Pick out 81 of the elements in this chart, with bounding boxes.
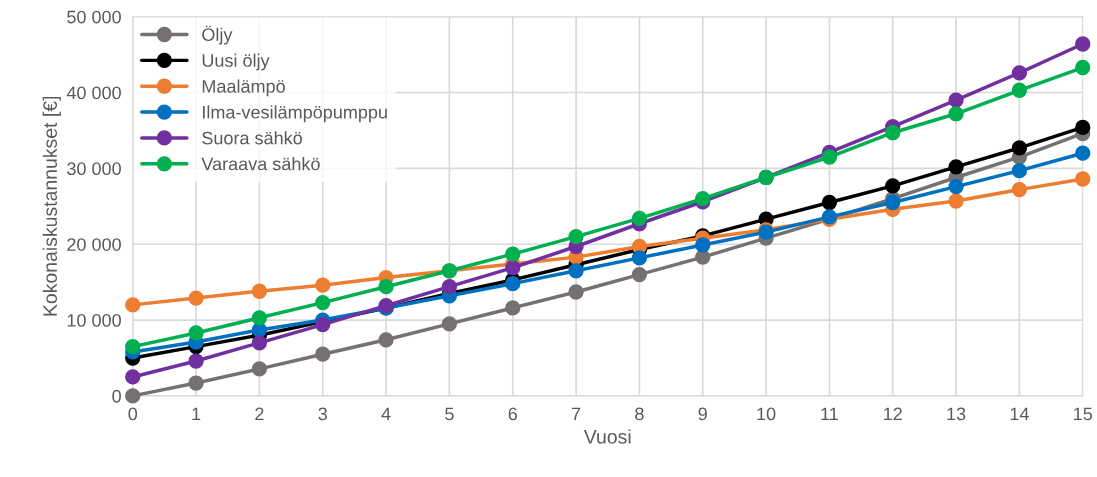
point: [315, 277, 331, 293]
point: [441, 316, 458, 332]
y-tick-label: 40 000: [66, 86, 121, 100]
point: [1011, 181, 1028, 198]
x-tick-label: 0: [128, 407, 138, 421]
point: [1075, 119, 1091, 136]
y-tick-label: 20 000: [67, 238, 121, 251]
point: [1011, 163, 1028, 179]
point: [125, 369, 141, 385]
point: [1075, 145, 1091, 161]
point: [631, 266, 648, 283]
point: [125, 388, 141, 404]
point: [1075, 59, 1091, 76]
point: [125, 338, 141, 355]
x-tick-label: 13: [947, 407, 966, 421]
point: [188, 353, 204, 369]
y-tick-label: 50 000: [67, 10, 121, 24]
x-tick-label: 14: [1010, 407, 1029, 421]
point: [885, 178, 901, 194]
point: [695, 249, 711, 265]
x-tick-label: 15: [1074, 407, 1093, 421]
x-tick-label: 6: [508, 407, 517, 421]
point: [695, 237, 711, 253]
point: [948, 178, 964, 195]
point: [505, 260, 521, 276]
point: [251, 361, 268, 377]
point: [1011, 140, 1028, 156]
point: [251, 310, 268, 326]
x-tick-label: 10: [757, 407, 776, 421]
y-tick-label: 10 000: [67, 314, 121, 327]
x-tick-label: 5: [445, 407, 454, 421]
point: [885, 194, 901, 211]
point: [821, 194, 838, 211]
point: [821, 149, 838, 165]
point: [125, 297, 141, 313]
x-tick-label: 2: [255, 407, 264, 421]
point: [948, 92, 964, 108]
point: [568, 284, 584, 300]
point: [1011, 65, 1028, 81]
point: [188, 325, 204, 341]
point: [568, 263, 584, 279]
point: [885, 125, 901, 141]
x-tick-label: 11: [821, 407, 838, 421]
point: [1075, 36, 1091, 52]
legend-label: Ilma-vesilämpöpumppu: [203, 105, 387, 123]
point: [505, 300, 521, 316]
point: [948, 106, 964, 122]
x-tick-label: 12: [884, 407, 902, 421]
point: [251, 283, 268, 299]
point: [188, 375, 204, 391]
point: [378, 279, 394, 295]
legend-label: Uusi öljy: [202, 53, 270, 71]
x-tick-label: 4: [381, 407, 391, 421]
point: [251, 335, 268, 351]
point: [315, 294, 331, 311]
point: [505, 276, 521, 292]
point: [1011, 82, 1028, 98]
x-tick-label: 3: [318, 407, 327, 421]
point: [631, 210, 648, 227]
y-axis-title: Kokonaiskustannukset [€]: [42, 96, 61, 316]
point: [948, 159, 964, 175]
point: [948, 193, 964, 209]
point: [378, 332, 394, 348]
point: [631, 250, 648, 266]
x-tick-label: 9: [698, 407, 707, 421]
x-tick-label: 7: [571, 407, 581, 421]
legend-label: Maalämpö: [202, 79, 285, 97]
legend-label: Öljy: [202, 25, 233, 45]
x-tick-label: 1: [192, 407, 201, 421]
point: [568, 229, 584, 245]
point: [315, 346, 331, 362]
legend-label: Varaava sähkö: [201, 157, 320, 171]
point: [441, 279, 458, 295]
y-tick-label: 0: [112, 389, 121, 403]
point: [1075, 171, 1091, 187]
x-axis-title: Vuosi: [583, 429, 631, 444]
legend-label: Suora sähkö: [202, 131, 302, 145]
x-tick-label: 8: [635, 407, 644, 421]
y-tick-label: 30 000: [67, 162, 121, 176]
point: [188, 290, 204, 306]
point: [505, 246, 521, 262]
